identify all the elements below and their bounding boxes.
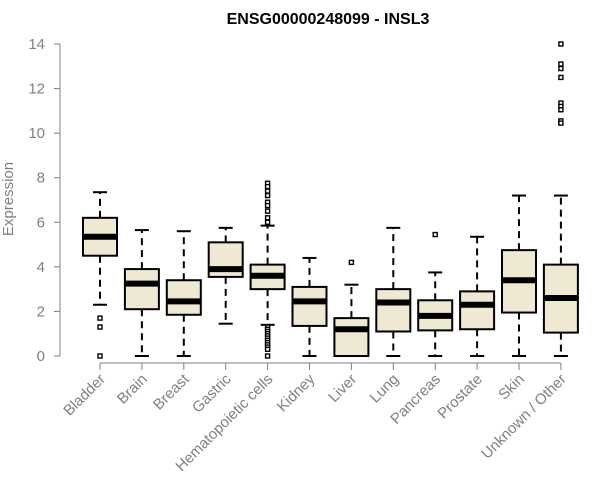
x-tick-label: Liver — [325, 371, 360, 406]
box-rect — [165, 279, 202, 316]
x-tick-label: Bladder — [60, 371, 109, 420]
box-rect — [333, 317, 370, 358]
outlier-point — [264, 192, 271, 199]
chart-title: ENSG00000248099 - INSL3 — [227, 11, 430, 28]
box-rect — [291, 285, 328, 327]
y-axis-label: Expression — [0, 162, 17, 236]
outlier-point — [97, 353, 103, 359]
x-tick-label: Prostate — [434, 371, 486, 423]
box-rect — [375, 288, 412, 333]
outlier-point — [97, 315, 103, 321]
x-tick-label: Brain — [114, 371, 151, 408]
box-gastric — [207, 226, 244, 325]
y-tick-label: 6 — [37, 214, 45, 231]
outlier-point — [558, 107, 564, 113]
box-hematopoietic-cells — [249, 180, 286, 359]
box-series — [82, 41, 579, 359]
box-prostate — [459, 235, 496, 357]
outlier-point — [264, 353, 271, 359]
y-tick-label: 0 — [37, 348, 45, 365]
box-skin — [501, 194, 537, 357]
box-breast — [165, 230, 202, 357]
outlier-point — [558, 74, 564, 81]
y-tick-label: 8 — [37, 170, 45, 187]
box-kidney — [291, 256, 328, 357]
outlier-point — [558, 65, 564, 72]
outlier-point — [558, 41, 564, 47]
box-lung — [375, 226, 412, 357]
outlier-point — [558, 61, 564, 67]
outlier-point — [264, 208, 271, 214]
x-tick-label: Skin — [495, 371, 528, 404]
x-tick-label: Lung — [367, 371, 403, 407]
outlier-point — [264, 202, 271, 209]
outlier-point — [348, 259, 355, 266]
y-tick-label: 14 — [28, 36, 45, 53]
outlier-point — [264, 215, 271, 221]
box-pancreas — [417, 231, 454, 357]
box-unknown-other — [542, 41, 579, 357]
y-tick-label: 2 — [37, 303, 45, 320]
outlier-point — [558, 120, 564, 126]
outlier-point — [264, 346, 271, 353]
box-liver — [333, 259, 370, 358]
x-tick-label: Kidney — [274, 370, 319, 415]
outlier-point — [264, 183, 271, 190]
outlier-point — [432, 231, 438, 238]
box-brain — [123, 229, 160, 357]
y-axis: 0 2 4 6 8 10 12 14 — [28, 36, 61, 365]
outlier-point — [97, 324, 103, 330]
box-rect — [123, 268, 160, 311]
y-tick-label: 10 — [28, 125, 45, 142]
box-rect — [459, 290, 496, 331]
y-tick-label: 4 — [37, 259, 45, 276]
x-tick-label: Breast — [150, 370, 193, 413]
outlier-point — [264, 188, 271, 194]
box-bladder — [82, 191, 118, 359]
y-tick-label: 12 — [28, 81, 45, 98]
outlier-point — [264, 219, 271, 225]
